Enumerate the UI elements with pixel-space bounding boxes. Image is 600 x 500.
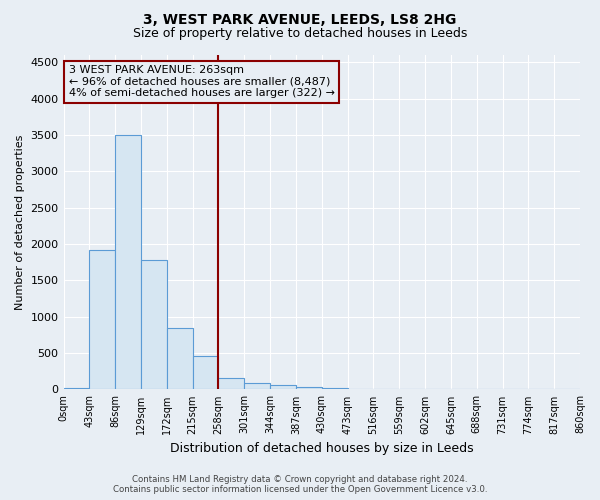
Text: Contains public sector information licensed under the Open Government Licence v3: Contains public sector information licen…	[113, 485, 487, 494]
Text: 3, WEST PARK AVENUE, LEEDS, LS8 2HG: 3, WEST PARK AVENUE, LEEDS, LS8 2HG	[143, 12, 457, 26]
X-axis label: Distribution of detached houses by size in Leeds: Distribution of detached houses by size …	[170, 442, 473, 455]
Bar	[270, 386, 296, 390]
Bar	[89, 250, 115, 390]
Bar	[141, 260, 167, 390]
Bar	[64, 388, 89, 390]
Bar	[322, 388, 347, 390]
Y-axis label: Number of detached properties: Number of detached properties	[15, 134, 25, 310]
Bar	[218, 378, 244, 390]
Bar	[193, 356, 218, 390]
Bar	[167, 328, 193, 390]
Bar	[244, 382, 270, 390]
Text: Contains HM Land Registry data © Crown copyright and database right 2024.: Contains HM Land Registry data © Crown c…	[132, 475, 468, 484]
Text: 3 WEST PARK AVENUE: 263sqm
← 96% of detached houses are smaller (8,487)
4% of se: 3 WEST PARK AVENUE: 263sqm ← 96% of deta…	[69, 65, 335, 98]
Bar	[115, 135, 141, 390]
Bar	[296, 386, 322, 390]
Text: Size of property relative to detached houses in Leeds: Size of property relative to detached ho…	[133, 28, 467, 40]
